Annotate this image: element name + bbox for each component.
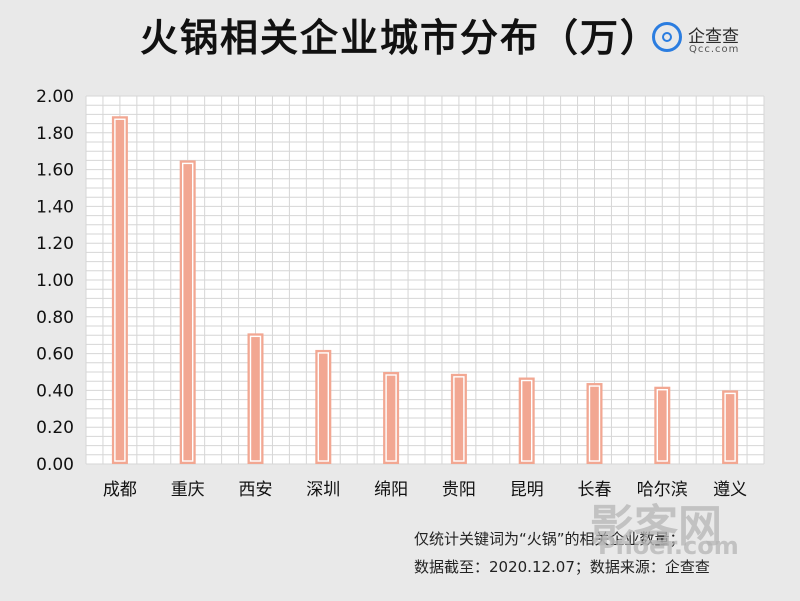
qcc-logo: 企查查 Qcc.com xyxy=(652,20,792,64)
y-tick-label: 1.60 xyxy=(36,161,74,181)
y-tick-label: 0.00 xyxy=(36,455,74,475)
logo-name: 企查查 xyxy=(688,27,739,47)
x-tick-label: 成都 xyxy=(103,480,137,500)
x-tick-label: 长春 xyxy=(578,480,612,500)
x-tick-label: 重庆 xyxy=(171,480,205,500)
y-tick-label: 0.60 xyxy=(36,345,74,365)
y-tick-label: 1.20 xyxy=(36,234,74,254)
bar-highlight xyxy=(317,352,329,462)
bar-长春 xyxy=(586,383,603,464)
watermark-domain: Pnoer.com xyxy=(598,532,739,560)
y-tick-label: 1.80 xyxy=(36,124,74,144)
bar-西安 xyxy=(247,333,264,464)
x-tick-label: 绵阳 xyxy=(374,480,408,500)
bar-绵阳 xyxy=(383,372,400,464)
bar-贵阳 xyxy=(450,373,467,464)
bar-哈尔滨 xyxy=(654,386,671,464)
y-tick-label: 0.80 xyxy=(36,308,74,328)
x-tick-label: 西安 xyxy=(239,480,273,500)
bar-深圳 xyxy=(315,349,332,464)
y-tick-label: 1.00 xyxy=(36,271,74,291)
bar-昆明 xyxy=(518,377,535,464)
bar-highlight xyxy=(588,385,601,462)
y-tick-label: 0.20 xyxy=(36,418,74,438)
x-tick-label: 贵阳 xyxy=(442,480,476,500)
x-tick-label: 深圳 xyxy=(306,480,340,500)
bar-遵义 xyxy=(722,390,739,464)
y-tick-label: 2.00 xyxy=(36,87,74,107)
bar-highlight xyxy=(385,374,397,462)
chart-title: 火锅相关企业城市分布（万） xyxy=(139,16,660,60)
qcc-logo-icon xyxy=(652,22,682,52)
y-tick-label: 1.40 xyxy=(36,197,74,217)
watermark-text: 影客网 xyxy=(590,501,722,552)
bar-highlight xyxy=(656,389,668,462)
x-tick-label: 哈尔滨 xyxy=(637,480,688,500)
bar-highlight xyxy=(249,335,262,462)
bar-highlight xyxy=(453,376,465,462)
footnote-scope: 仅统计关键词为“火锅”的相关企业数量； xyxy=(414,530,685,548)
logo-domain: Qcc.com xyxy=(689,44,740,55)
bar-成都 xyxy=(111,116,128,465)
bar-highlight xyxy=(724,392,736,462)
y-tick-label: 0.40 xyxy=(36,381,74,401)
bar-重庆 xyxy=(179,160,196,464)
bar-highlight xyxy=(521,379,533,462)
x-tick-label: 昆明 xyxy=(510,480,544,500)
x-tick-label: 遵义 xyxy=(713,480,747,500)
bar-highlight xyxy=(114,118,126,462)
footnote-source: 数据截至：2020.12.07；数据来源：企查查 xyxy=(414,558,710,576)
bar-highlight xyxy=(181,162,194,462)
